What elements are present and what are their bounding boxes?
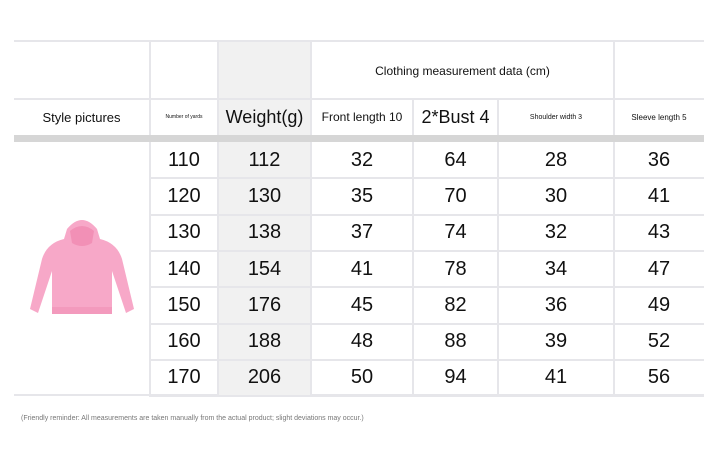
row-divider bbox=[149, 213, 704, 216]
cell-front-length: 41 bbox=[310, 250, 412, 288]
cell-number-of-yards: 140 bbox=[149, 250, 217, 288]
cell-sleeve-length: 43 bbox=[613, 214, 703, 251]
cell-bust: 74 bbox=[412, 214, 497, 251]
cell-sleeve-length: 36 bbox=[613, 142, 703, 179]
cell-sleeve-length: 41 bbox=[613, 178, 703, 215]
cell-number-of-yards: 110 bbox=[149, 142, 217, 179]
cell-front-length: 32 bbox=[310, 142, 412, 179]
cell-weight: 112 bbox=[217, 142, 310, 179]
row-divider bbox=[149, 322, 704, 325]
column-header-front-length: Front length 10 bbox=[310, 99, 412, 135]
cell-bust: 94 bbox=[412, 359, 497, 397]
cell-shoulder-width: 36 bbox=[497, 287, 613, 324]
cell-front-length: 35 bbox=[310, 178, 412, 215]
column-header-shoulder-width: Shoulder width 3 bbox=[497, 99, 613, 135]
column-header-number-of-yards: Number of yards bbox=[149, 99, 217, 135]
row-divider bbox=[149, 395, 704, 398]
cell-sleeve-length: 49 bbox=[613, 287, 703, 324]
cell-bust: 64 bbox=[412, 142, 497, 179]
cell-shoulder-width: 32 bbox=[497, 214, 613, 251]
cell-number-of-yards: 170 bbox=[149, 359, 217, 397]
size-chart-table: Clothing measurement data (cm) Style pic… bbox=[14, 40, 704, 398]
divider bbox=[14, 98, 704, 100]
cell-weight: 130 bbox=[217, 178, 310, 215]
cell-shoulder-width: 28 bbox=[497, 142, 613, 179]
cell-sleeve-length: 56 bbox=[613, 359, 703, 397]
cell-front-length: 45 bbox=[310, 287, 412, 324]
cell-sleeve-length: 47 bbox=[613, 250, 703, 288]
cell-shoulder-width: 30 bbox=[497, 178, 613, 215]
cell-bust: 88 bbox=[412, 323, 497, 360]
column-header-bust: 2*Bust 4 bbox=[412, 99, 497, 135]
row-divider bbox=[149, 177, 704, 180]
cell-bust: 78 bbox=[412, 250, 497, 288]
cell-sleeve-length: 52 bbox=[613, 323, 703, 360]
cell-shoulder-width: 41 bbox=[497, 359, 613, 397]
cell-weight: 206 bbox=[217, 359, 310, 397]
header-empty-cell bbox=[14, 42, 149, 99]
cell-weight: 176 bbox=[217, 287, 310, 324]
row-divider bbox=[149, 249, 704, 252]
row-divider bbox=[149, 286, 704, 289]
friendly-reminder-note: (Friendly reminder: All measurements are… bbox=[21, 415, 364, 422]
cell-front-length: 48 bbox=[310, 323, 412, 360]
cell-weight: 154 bbox=[217, 250, 310, 288]
cell-number-of-yards: 160 bbox=[149, 323, 217, 360]
cell-bust: 82 bbox=[412, 287, 497, 324]
header-separator-band bbox=[14, 135, 704, 142]
cell-shoulder-width: 34 bbox=[497, 250, 613, 288]
cell-weight: 188 bbox=[217, 323, 310, 360]
cell-bust: 70 bbox=[412, 178, 497, 215]
column-header-sleeve-length: Sleeve length 5 bbox=[613, 99, 703, 135]
cell-weight: 138 bbox=[217, 214, 310, 251]
cell-number-of-yards: 130 bbox=[149, 214, 217, 251]
column-header-style-pictures: Style pictures bbox=[42, 109, 121, 125]
cell-number-of-yards: 120 bbox=[149, 178, 217, 215]
cell-front-length: 37 bbox=[310, 214, 412, 251]
style-picture-cell bbox=[14, 142, 149, 396]
cell-front-length: 50 bbox=[310, 359, 412, 397]
group-title: Clothing measurement data (cm) bbox=[310, 42, 613, 99]
pink-hoodie-image bbox=[29, 220, 134, 314]
header-empty-cell bbox=[613, 42, 703, 99]
row-divider bbox=[149, 358, 704, 361]
cell-number-of-yards: 150 bbox=[149, 287, 217, 324]
column-header-weight: Weight(g) bbox=[217, 99, 310, 135]
header-empty-cell bbox=[149, 42, 217, 99]
cell-shoulder-width: 39 bbox=[497, 323, 613, 360]
